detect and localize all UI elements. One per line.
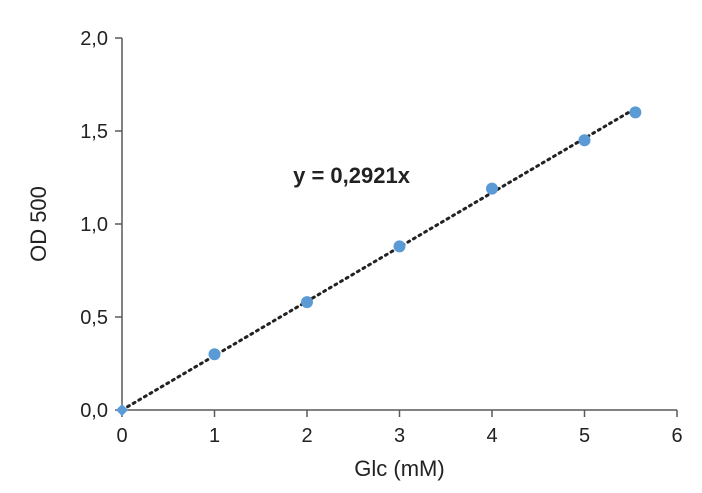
x-axis-title: Glc (mM) bbox=[354, 456, 444, 481]
data-points bbox=[116, 106, 642, 416]
axes bbox=[121, 38, 677, 411]
x-tick-label: 3 bbox=[394, 425, 405, 447]
x-tick-label: 0 bbox=[116, 425, 127, 447]
x-tick-label: 6 bbox=[671, 425, 682, 447]
y-tick-label: 1,5 bbox=[80, 121, 108, 143]
y-tick-label: 0,0 bbox=[80, 400, 108, 422]
data-point bbox=[393, 240, 406, 253]
y-tick-label: 0,5 bbox=[80, 307, 108, 329]
data-point bbox=[208, 348, 221, 361]
data-point bbox=[578, 134, 591, 147]
y-axis-title: OD 500 bbox=[26, 186, 51, 262]
x-tick-label: 1 bbox=[209, 425, 220, 447]
data-point bbox=[301, 296, 313, 309]
ticks: 0 1 2 3 4 5 6 0,0 0,5 1,0 1,5 2,0 bbox=[80, 28, 682, 447]
y-tick-label: 1,0 bbox=[80, 214, 108, 236]
data-point bbox=[486, 182, 498, 195]
trendline bbox=[120, 106, 637, 412]
y-tick-label: 2,0 bbox=[80, 28, 108, 50]
data-point bbox=[116, 404, 128, 416]
x-tick-label: 5 bbox=[579, 425, 590, 447]
trendline-group bbox=[120, 106, 637, 412]
equation-annotation: y = 0,2921x bbox=[293, 163, 411, 188]
x-tick-label: 4 bbox=[486, 425, 497, 447]
x-tick-label: 2 bbox=[301, 425, 312, 447]
data-point bbox=[629, 106, 642, 119]
